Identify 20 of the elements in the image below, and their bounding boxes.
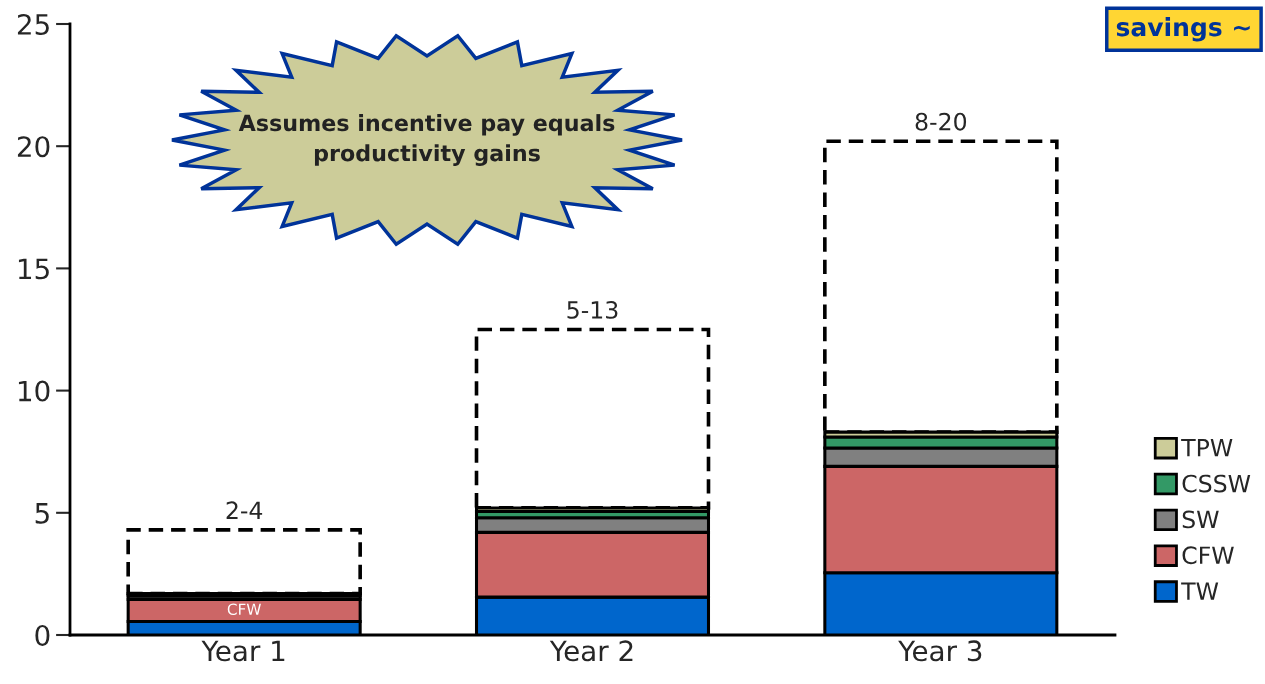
legend-label: CSSW bbox=[1182, 474, 1251, 493]
y-tick-label: 20 bbox=[17, 136, 50, 158]
x-tick-label: Year 2 bbox=[549, 640, 633, 662]
y-tick-label: 5 bbox=[35, 503, 49, 524]
y-tick-label: 25 bbox=[17, 13, 49, 35]
y-tick-label: 10 bbox=[18, 380, 50, 402]
total-label: 8-20 bbox=[915, 112, 967, 131]
x-tick-label: Year 3 bbox=[898, 640, 982, 662]
legend-label: TW bbox=[1181, 582, 1219, 600]
legend-label: TPW bbox=[1181, 439, 1233, 457]
y-tick-label: 15 bbox=[18, 258, 49, 280]
x-tick-label: Year 1 bbox=[201, 640, 285, 662]
y-tick-label: 0 bbox=[35, 624, 50, 646]
total-label: 2-4 bbox=[226, 501, 263, 519]
text: savings ~ bbox=[1116, 17, 1250, 42]
annotation: CFW bbox=[227, 603, 261, 615]
legend-label: SW bbox=[1182, 510, 1219, 529]
legend-label: CFW bbox=[1182, 546, 1234, 565]
annotation: Assumes incentive pay equals productivity gains bbox=[238, 114, 615, 166]
total-label: 5-13 bbox=[567, 300, 618, 319]
